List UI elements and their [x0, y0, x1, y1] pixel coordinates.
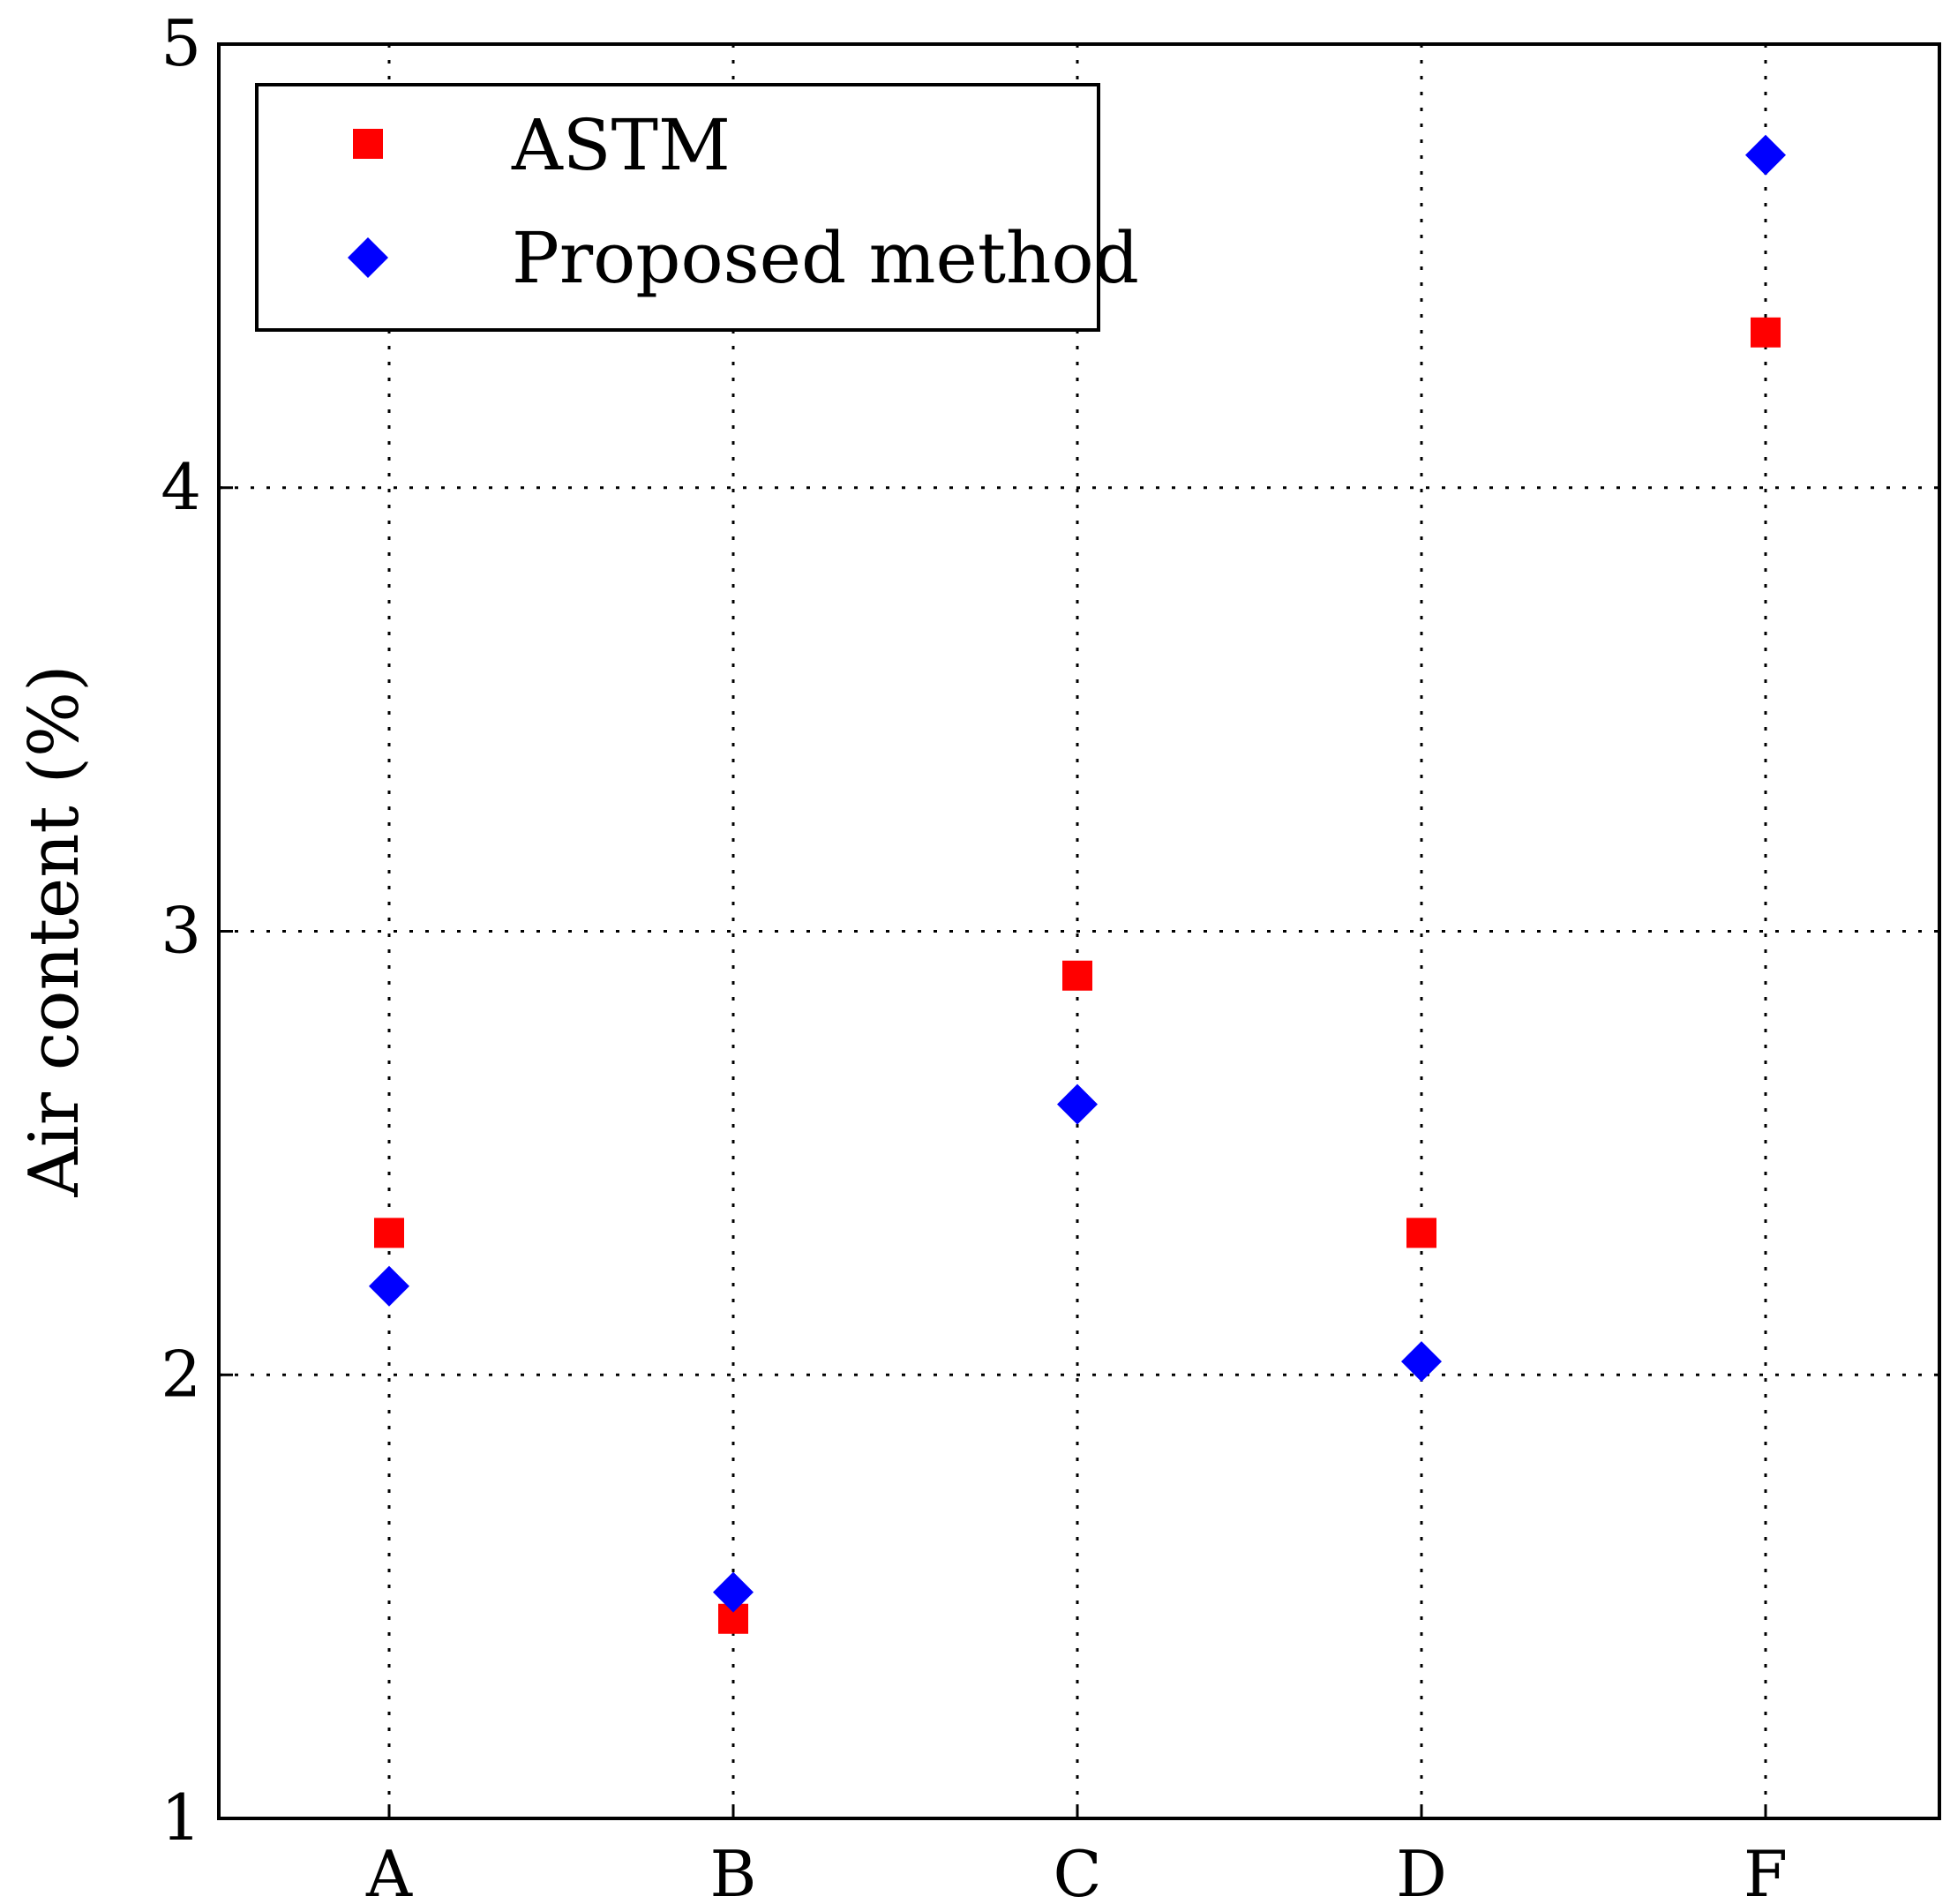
grid-lines — [219, 44, 1939, 1818]
astm-point — [374, 1218, 404, 1248]
x-tick-label: B — [710, 1837, 757, 1904]
legend-label-astm: ASTM — [511, 104, 731, 186]
astm-point — [1406, 1218, 1436, 1248]
data-points — [369, 134, 1786, 1634]
y-tick-label: 1 — [161, 1780, 201, 1855]
proposed-method-point — [1401, 1341, 1442, 1383]
y-tick-label: 2 — [161, 1337, 201, 1411]
x-tick-label: D — [1396, 1837, 1447, 1904]
proposed-method-point — [1745, 134, 1786, 176]
proposed-method-point — [369, 1265, 409, 1307]
astm-point — [1751, 317, 1781, 348]
x-tick-label: A — [365, 1837, 413, 1904]
proposed-method-point — [1057, 1083, 1098, 1125]
legend-label-proposed: Proposed method — [512, 217, 1139, 299]
legend-marker-astm — [353, 129, 383, 159]
axis-ticks: A B C D F 1 2 3 4 5 — [161, 6, 1788, 1904]
legend-box — [255, 83, 1100, 332]
y-tick-label: 5 — [161, 6, 201, 80]
legend-marker-proposed — [348, 237, 388, 278]
proposed-method-point — [713, 1571, 754, 1613]
x-tick-label: C — [1053, 1837, 1101, 1904]
legend: ASTM Proposed method — [255, 83, 1139, 332]
y-axis-label: Air content (%) — [15, 664, 94, 1197]
y-tick-label: 4 — [161, 450, 201, 524]
y-tick-label: 3 — [161, 894, 201, 968]
x-tick-label: F — [1744, 1837, 1788, 1904]
astm-point — [1062, 960, 1092, 991]
